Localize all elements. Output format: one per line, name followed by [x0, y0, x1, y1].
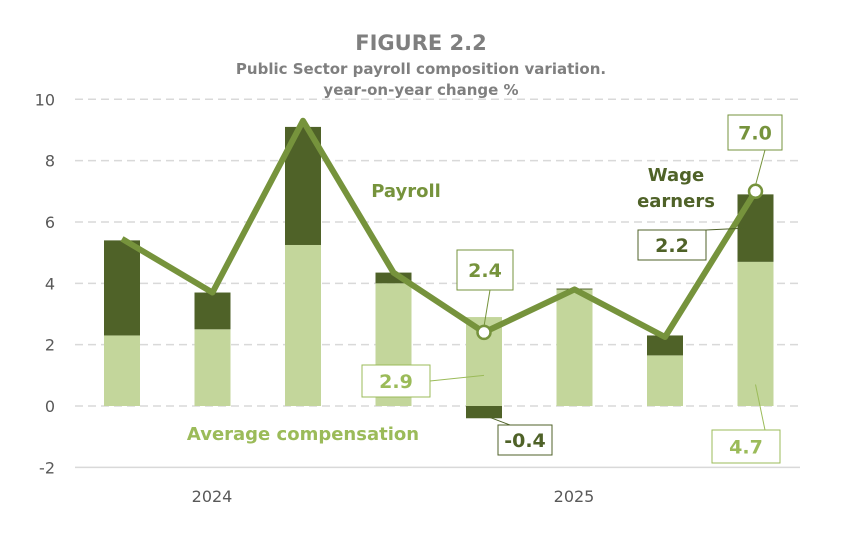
bar-average-compensation [737, 261, 774, 406]
bar-average-compensation [647, 355, 683, 406]
y-tick-label: 4 [45, 274, 55, 293]
wage-earners-label-2: earners [637, 191, 715, 212]
bar-wage-earners [194, 292, 231, 330]
y-tick-label: -2 [39, 458, 55, 477]
annotation-label: 2.9 [379, 371, 413, 393]
bar-average-compensation [104, 335, 140, 406]
bar-wage-earners [104, 240, 140, 336]
annotation-label: -0.4 [504, 430, 546, 452]
annotation-leader [483, 289, 491, 327]
average-compensation-label: Average compensation [187, 424, 419, 445]
annotation-label: 2.4 [468, 260, 502, 282]
annotation-box [711, 429, 781, 464]
bar-wage-earners [466, 406, 502, 419]
annotation-leader [705, 227, 746, 231]
chart-subtitle-1: Public Sector payroll composition variat… [236, 60, 606, 78]
annotation-box [637, 229, 707, 261]
payroll-marker [476, 324, 492, 341]
chart-title: FIGURE 2.2 [355, 31, 486, 55]
payroll-line [120, 117, 759, 340]
annotation-leader [483, 414, 511, 426]
x-label-2024: 2024 [192, 487, 233, 506]
payroll-series-label: Payroll [371, 181, 441, 202]
chart-subtitle-2: year-on-year change % [323, 81, 518, 99]
y-tick-label: 0 [45, 397, 55, 416]
bar-average-compensation [285, 244, 321, 406]
annotation-label: 7.0 [738, 123, 772, 145]
y-tick-label: 6 [45, 213, 55, 232]
x-label-2025: 2025 [554, 487, 595, 506]
annotation-box [497, 424, 553, 456]
annotation-label: 2.2 [655, 235, 689, 257]
annotation-leader [755, 149, 766, 186]
payroll-marker [747, 183, 764, 200]
annotation-box [361, 364, 431, 398]
bar-average-compensation [556, 289, 593, 406]
bar-wage-earners [375, 272, 412, 284]
y-tick-label: 10 [35, 90, 55, 109]
annotation-box [456, 249, 514, 291]
y-tick-label: 2 [45, 336, 55, 355]
wage-earners-label-1: Wage [648, 165, 704, 186]
bar-wage-earners [647, 335, 683, 356]
bar-average-compensation [194, 329, 231, 406]
annotation-label: 4.7 [729, 437, 763, 459]
annotation-leader [755, 384, 766, 431]
annotation-box [727, 114, 783, 151]
annotation-leader [429, 374, 485, 382]
y-tick-label: 8 [45, 152, 55, 171]
